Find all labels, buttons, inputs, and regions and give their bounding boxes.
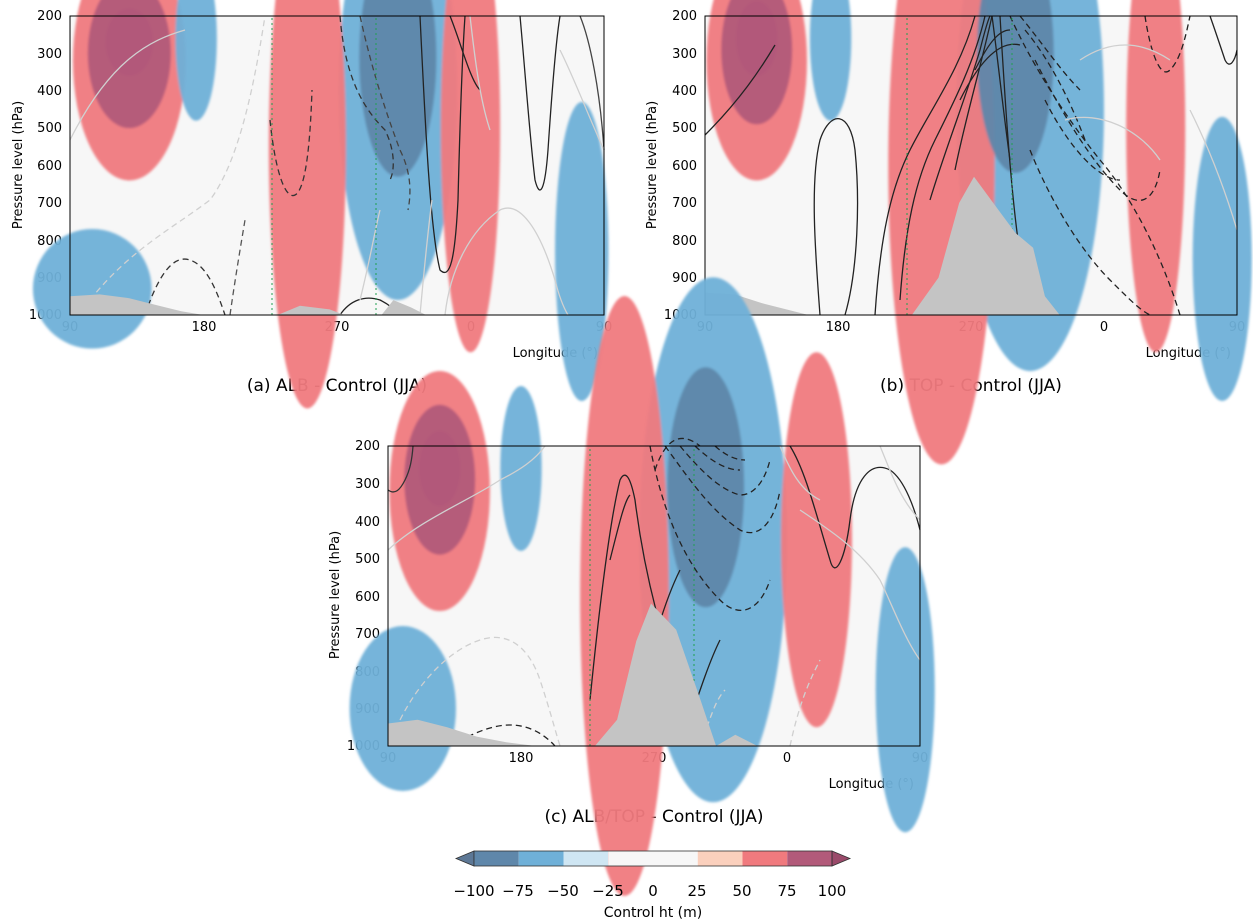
colorbar-segment	[474, 851, 519, 866]
ytick-b-300: 300	[672, 47, 697, 62]
xticks-a: 90 180 270 0 90	[62, 320, 613, 335]
cb-tick-100: 100	[818, 882, 847, 900]
ytick-a-700: 700	[37, 196, 62, 211]
yticks-b: 200 300 400 500 600 700 800 900 1000	[664, 9, 697, 323]
anomaly-blob	[359, 0, 437, 177]
anomaly-blob	[1126, 0, 1186, 353]
plot-area-c	[349, 277, 935, 896]
ytick-a-200: 200	[37, 9, 62, 24]
cb-tick-75: 75	[777, 882, 796, 900]
anomaly-blob	[1192, 116, 1252, 401]
colorbar: −100 −75 −50 −25 0 25 50 75 100 Control …	[453, 850, 852, 921]
ytick-a-300: 300	[37, 47, 62, 62]
anomaly-blob	[349, 626, 456, 791]
anomaly-blob	[667, 367, 745, 608]
ytick-c-700: 700	[355, 627, 380, 642]
ytick-b-200: 200	[672, 9, 697, 24]
ytick-c-500: 500	[355, 552, 380, 567]
ytick-c-400: 400	[355, 515, 380, 530]
ytick-c-300: 300	[355, 477, 380, 492]
ylabel-c: Pressure level (hPa)	[328, 531, 343, 659]
terrain-a	[70, 294, 426, 315]
ytick-a-400: 400	[37, 84, 62, 99]
colorbar-outline	[473, 850, 833, 867]
ylabel-b: Pressure level (hPa)	[645, 101, 660, 229]
colorbar-label: Control ht (m)	[604, 905, 702, 921]
ytick-b-500: 500	[672, 121, 697, 136]
cb-tick-m50: −50	[547, 882, 579, 900]
ytick-b-800: 800	[672, 234, 697, 249]
cb-tick-m25: −25	[592, 882, 624, 900]
xtick-c-180: 180	[509, 751, 534, 766]
anomaly-blob	[555, 101, 609, 401]
terrain-b	[705, 176, 1060, 315]
colorbar-segment	[653, 851, 698, 866]
cb-tick-25: 25	[687, 882, 706, 900]
panel-c: Pressure level (hPa) 200 300 400 500 600…	[328, 277, 935, 896]
anomaly-blob	[888, 0, 995, 465]
caption-a: (a) ALB - Control (JJA)	[247, 376, 427, 396]
anomaly-blob	[736, 1, 778, 76]
colorbar-segment	[518, 851, 564, 866]
ytick-a-600: 600	[37, 159, 62, 174]
cb-tick-50: 50	[732, 882, 751, 900]
cb-tick-0: 0	[648, 882, 658, 900]
xtick-a-180: 180	[192, 320, 217, 335]
contours-a	[69, 15, 605, 316]
panel-b: Pressure level (hPa) 200 300 400 500 600…	[645, 0, 1252, 465]
ytick-b-400: 400	[672, 84, 697, 99]
plot-area-b	[704, 0, 1252, 465]
anomaly-blob	[809, 0, 852, 121]
ytick-a-500: 500	[37, 121, 62, 136]
ylabel-a: Pressure level (hPa)	[11, 101, 26, 229]
colorbar-extend-high	[831, 850, 852, 867]
xtick-c-0: 0	[783, 751, 791, 766]
anomaly-blob	[580, 296, 669, 896]
terrain-c	[388, 603, 758, 746]
anomaly-blob	[175, 0, 217, 121]
cb-tick-m100: −100	[453, 882, 494, 900]
colorbar-segment	[742, 851, 788, 866]
colorbar-segment	[608, 851, 653, 866]
colorbar-extend-low	[454, 850, 475, 867]
cb-tick-m75: −75	[502, 882, 534, 900]
colorbar-segment	[563, 851, 609, 866]
xtick-b-180: 180	[826, 320, 851, 335]
anomaly-blob	[419, 431, 461, 506]
anomaly-blob	[268, 0, 346, 409]
ytick-c-200: 200	[355, 439, 380, 454]
anomaly-blob	[440, 0, 501, 353]
ytick-b-600: 600	[672, 159, 697, 174]
panel-a: Pressure level (hPa) 200 300 400 500 600…	[11, 0, 613, 409]
colorbar-segment	[697, 851, 743, 866]
ytick-b-700: 700	[672, 196, 697, 211]
colorbar-ticks: −100 −75 −50 −25 0 25 50 75 100	[453, 882, 846, 900]
plot-area-a	[32, 0, 609, 409]
anomaly-blob	[105, 8, 154, 76]
ytick-c-600: 600	[355, 590, 380, 605]
xtick-b-0: 0	[1100, 320, 1108, 335]
anomaly-blob	[32, 229, 152, 349]
colorbar-segment	[787, 851, 832, 866]
ytick-b-900: 900	[672, 271, 697, 286]
